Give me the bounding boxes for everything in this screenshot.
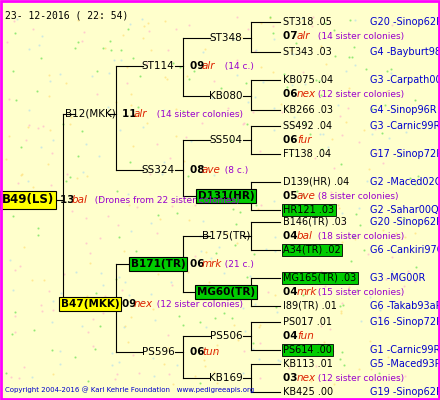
Text: SS324: SS324 [141, 165, 175, 175]
Text: B47(MKK): B47(MKK) [61, 299, 119, 309]
Text: G3 -Carnic99R: G3 -Carnic99R [370, 121, 440, 131]
Text: 09: 09 [122, 299, 140, 309]
Text: D131(HR): D131(HR) [198, 191, 254, 201]
Text: G3 -MG00R: G3 -MG00R [370, 273, 425, 283]
Text: (Drones from 22 sister colonies): (Drones from 22 sister colonies) [89, 196, 239, 204]
Text: 05: 05 [283, 191, 301, 201]
Text: fun: fun [297, 331, 314, 341]
Text: G6 -Takab93aR: G6 -Takab93aR [370, 301, 440, 311]
Text: KB113 .01: KB113 .01 [283, 359, 333, 369]
Text: MG165(TR) .03: MG165(TR) .03 [283, 273, 356, 283]
Text: G17 -Sinop72R: G17 -Sinop72R [370, 149, 440, 159]
Text: (8 c.): (8 c.) [219, 166, 248, 174]
Text: ST348: ST348 [209, 33, 242, 43]
Text: Copyright 2004-2016 @ Karl Kehrle Foundation   www.pedigreeapis.org: Copyright 2004-2016 @ Karl Kehrle Founda… [5, 386, 254, 393]
Text: B146(TR) .03: B146(TR) .03 [283, 217, 347, 227]
Text: nex: nex [297, 373, 316, 383]
Text: PS614 .00: PS614 .00 [283, 345, 332, 355]
Text: D139(HR) .04: D139(HR) .04 [283, 177, 349, 187]
Text: 04: 04 [283, 231, 301, 241]
Text: 06: 06 [190, 259, 208, 269]
Text: G20 -Sinop62R: G20 -Sinop62R [370, 217, 440, 227]
Text: 04: 04 [283, 331, 301, 341]
Text: KB075 .04: KB075 .04 [283, 75, 333, 85]
Text: G2 -Sahar00Q: G2 -Sahar00Q [370, 205, 439, 215]
Text: ST114: ST114 [142, 61, 174, 71]
Text: SS492 .04: SS492 .04 [283, 121, 332, 131]
Text: MG60(TR): MG60(TR) [197, 287, 255, 297]
Text: I89(TR) .01: I89(TR) .01 [283, 301, 337, 311]
Text: SS504: SS504 [209, 135, 242, 145]
Text: G1 -Carnic99R: G1 -Carnic99R [370, 345, 440, 355]
Text: PS596: PS596 [142, 347, 174, 357]
Text: KB080: KB080 [209, 91, 243, 101]
Text: 06: 06 [283, 89, 301, 99]
Text: 23- 12-2016 ( 22: 54): 23- 12-2016 ( 22: 54) [5, 10, 128, 20]
Text: FT138 .04: FT138 .04 [283, 149, 331, 159]
Text: G6 -Cankiri97Q: G6 -Cankiri97Q [370, 245, 440, 255]
Text: G16 -Sinop72R: G16 -Sinop72R [370, 317, 440, 327]
Text: PS017 .01: PS017 .01 [283, 317, 332, 327]
Text: ave: ave [202, 165, 221, 175]
Text: 13: 13 [60, 195, 78, 205]
Text: G20 -Sinop62R: G20 -Sinop62R [370, 17, 440, 27]
Text: (21 c.): (21 c.) [219, 260, 254, 268]
Text: (14 sister colonies): (14 sister colonies) [315, 32, 404, 40]
Text: (8 sister colonies): (8 sister colonies) [315, 192, 399, 200]
Text: (12 sister colonies): (12 sister colonies) [315, 90, 404, 98]
Text: nex: nex [297, 89, 316, 99]
Text: (14 c.): (14 c.) [219, 62, 254, 70]
Text: mrk: mrk [202, 259, 222, 269]
Text: PS506: PS506 [210, 331, 242, 341]
Text: 06: 06 [190, 347, 208, 357]
Text: bal: bal [297, 231, 313, 241]
Text: B49(LS): B49(LS) [2, 194, 54, 206]
Text: KB266 .03: KB266 .03 [283, 105, 333, 115]
Text: B171(TR): B171(TR) [131, 259, 185, 269]
Text: ST318 .05: ST318 .05 [283, 17, 332, 27]
Text: 07: 07 [283, 31, 301, 41]
Text: 04: 04 [283, 287, 301, 297]
Text: G5 -Maced93R: G5 -Maced93R [370, 359, 440, 369]
Text: 11: 11 [122, 109, 140, 119]
Text: 09: 09 [190, 61, 208, 71]
Text: bal: bal [72, 195, 88, 205]
Text: (14 sister colonies): (14 sister colonies) [151, 110, 243, 118]
Text: mrk: mrk [297, 287, 317, 297]
Text: G2 -Maced02Q: G2 -Maced02Q [370, 177, 440, 187]
Text: KB425 .00: KB425 .00 [283, 387, 333, 397]
Text: 03: 03 [283, 373, 301, 383]
Text: (15 sister colonies): (15 sister colonies) [315, 288, 404, 296]
Text: G3 -Carpath00R: G3 -Carpath00R [370, 75, 440, 85]
Text: (12 sister colonies): (12 sister colonies) [315, 374, 404, 382]
Text: fur: fur [297, 135, 312, 145]
Text: G4 -Sinop96R: G4 -Sinop96R [370, 105, 436, 115]
Text: HR121 .03: HR121 .03 [283, 205, 334, 215]
Text: KB169: KB169 [209, 373, 243, 383]
Text: B12(MKK): B12(MKK) [65, 109, 115, 119]
Text: (12 sister colonies): (12 sister colonies) [151, 300, 243, 308]
Text: tun: tun [202, 347, 220, 357]
Text: B175(TR): B175(TR) [202, 231, 250, 241]
Text: ST343 .03: ST343 .03 [283, 47, 332, 57]
Text: alr: alr [202, 61, 216, 71]
Text: G19 -Sinop62R: G19 -Sinop62R [370, 387, 440, 397]
Text: alr: alr [297, 31, 311, 41]
Text: 08: 08 [190, 165, 208, 175]
Text: 06: 06 [283, 135, 301, 145]
Text: A34(TR) .02: A34(TR) .02 [283, 245, 341, 255]
Text: nex: nex [134, 299, 153, 309]
Text: alr: alr [134, 109, 147, 119]
Text: (18 sister colonies): (18 sister colonies) [315, 232, 404, 240]
Text: ave: ave [297, 191, 316, 201]
Text: G4 -Bayburt98-3: G4 -Bayburt98-3 [370, 47, 440, 57]
